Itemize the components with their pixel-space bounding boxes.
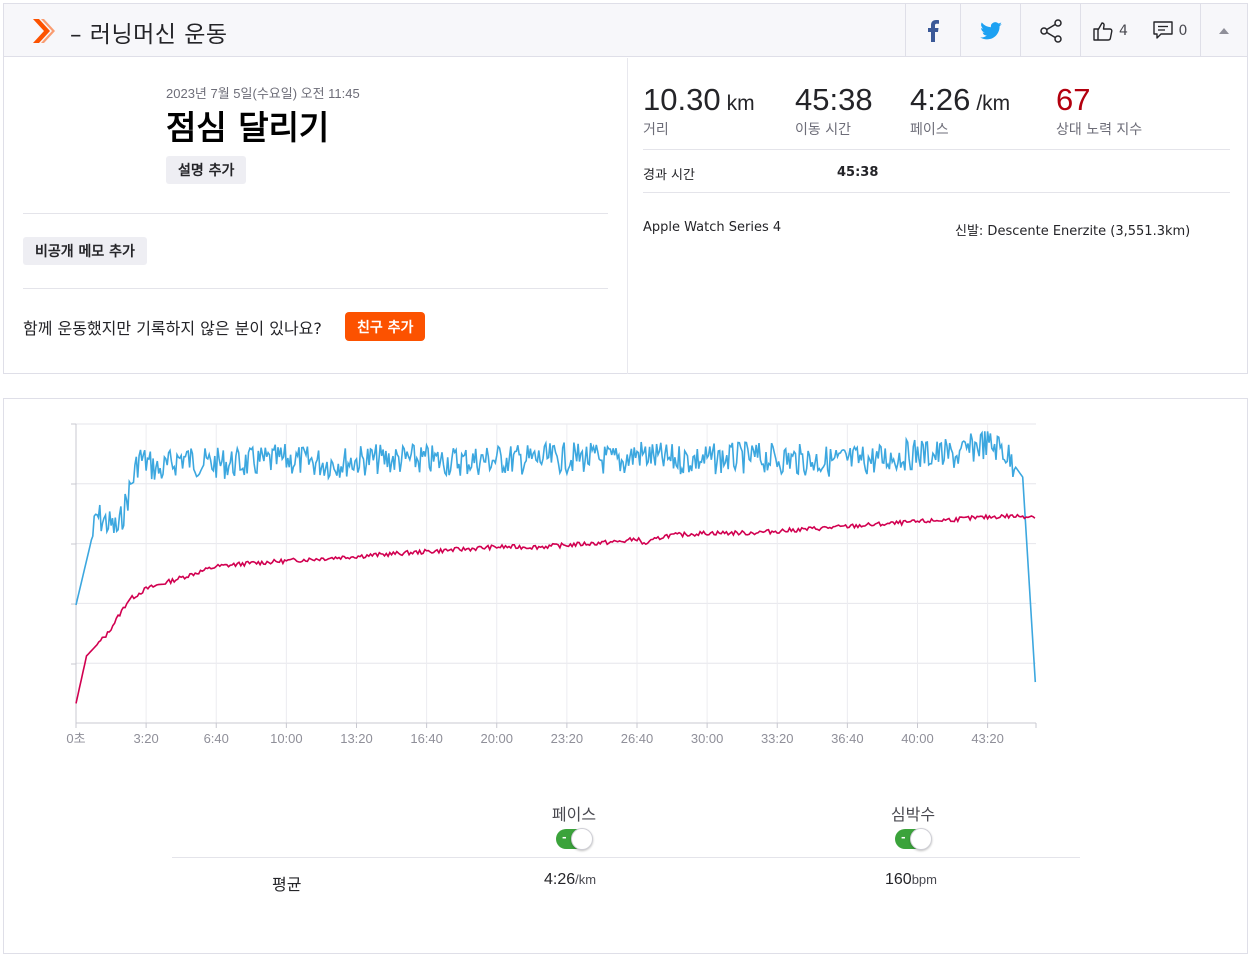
activity-name: 점심 달리기 bbox=[166, 108, 330, 147]
x-tick-label: 26:40 bbox=[621, 731, 654, 746]
x-tick-label: 43:20 bbox=[971, 731, 1004, 746]
stat-moving-time: 45:38 이동 시간 bbox=[795, 82, 873, 139]
facebook-share-button[interactable] bbox=[905, 4, 960, 57]
facebook-icon bbox=[928, 19, 939, 42]
elapsed-time-label: 경과 시간 bbox=[643, 168, 695, 183]
x-tick-label: 6:40 bbox=[204, 731, 229, 746]
heart-rate-toggle[interactable]: - bbox=[895, 828, 932, 850]
x-tick-label: 20:00 bbox=[480, 731, 513, 746]
divider bbox=[23, 288, 608, 289]
twitter-share-button[interactable] bbox=[960, 4, 1020, 57]
stat-distance: 10.30 km 거리 bbox=[643, 82, 755, 139]
average-heart-rate: 160bpm bbox=[885, 871, 937, 889]
strava-logo-icon bbox=[33, 19, 55, 43]
pace-heart-rate-chart[interactable]: 0초 3:20 6:40 10:00 13:20 16:40 20:00 23:20 26:40… bbox=[4, 399, 1247, 779]
distance-label: 거리 bbox=[643, 122, 669, 138]
device-name: Apple Watch Series 4 bbox=[643, 220, 782, 235]
activity-date: 2023년 7월 5일(수요일) 오전 11:45 bbox=[166, 86, 360, 101]
divider bbox=[172, 857, 1080, 858]
distance-value: 10.30 bbox=[643, 82, 721, 117]
analysis-chart-card: 0초 3:20 6:40 10:00 13:20 16:40 20:00 23:20 26:40… bbox=[3, 398, 1248, 954]
add-private-note-button[interactable]: 비공개 메모 추가 bbox=[23, 237, 147, 265]
average-pace-unit: /km bbox=[575, 872, 597, 887]
activity-header: – 러닝머신 운동 4 0 bbox=[4, 4, 1247, 57]
comment-icon bbox=[1152, 21, 1173, 39]
friends-question: 함께 운동했지만 기록하지 않은 분이 있나요? bbox=[23, 319, 322, 338]
column-divider bbox=[627, 58, 628, 374]
kudos-button[interactable]: 4 bbox=[1080, 4, 1140, 57]
x-tick-label: 0초 bbox=[66, 731, 85, 746]
average-pace-value: 4:26 bbox=[544, 871, 576, 888]
x-tick-label: 36:40 bbox=[831, 731, 864, 746]
comment-count: 0 bbox=[1178, 22, 1188, 39]
legend-heart-rate: 심박수 - bbox=[873, 801, 953, 850]
collapse-icon bbox=[1219, 27, 1229, 34]
x-tick-label: 16:40 bbox=[410, 731, 443, 746]
pace-series-line bbox=[75, 430, 1037, 683]
stat-relative-effort[interactable]: 67 상대 노력 지수 bbox=[1056, 82, 1142, 139]
average-label: 평균 bbox=[272, 875, 302, 894]
pace-unit: /km bbox=[976, 92, 1011, 115]
share-button[interactable] bbox=[1020, 4, 1080, 57]
page-title: – 러닝머신 운동 bbox=[70, 22, 228, 48]
kudos-count: 4 bbox=[1119, 22, 1128, 39]
thumbs-up-icon bbox=[1093, 21, 1113, 41]
activity-summary-card: – 러닝머신 운동 4 0 2023년 7월 5일(수요일) 오전 11:45 … bbox=[3, 3, 1248, 374]
x-tick-label: 3:20 bbox=[133, 731, 158, 746]
distance-unit: km bbox=[726, 92, 755, 115]
elapsed-time-value: 45:38 bbox=[837, 165, 879, 180]
add-friend-button[interactable]: 친구 추가 bbox=[345, 312, 426, 341]
average-hr-value: 160 bbox=[885, 871, 912, 888]
twitter-icon bbox=[979, 21, 1002, 39]
pace-toggle[interactable]: - bbox=[556, 828, 593, 850]
comment-button[interactable]: 0 bbox=[1140, 4, 1200, 57]
x-tick-label: 10:00 bbox=[270, 731, 303, 746]
pace-label: 페이스 bbox=[910, 122, 949, 138]
legend-pace-label: 페이스 bbox=[551, 805, 597, 824]
add-description-button[interactable]: 설명 추가 bbox=[166, 156, 247, 184]
legend-hr-label: 심박수 bbox=[890, 805, 936, 824]
shoes-info[interactable]: 신발: Descente Enerzite (3,551.3km) bbox=[955, 224, 1191, 239]
relative-effort-value: 67 bbox=[1056, 82, 1091, 117]
divider bbox=[23, 213, 608, 214]
pace-value: 4:26 bbox=[910, 82, 971, 117]
moving-time-value: 45:38 bbox=[795, 82, 873, 117]
divider bbox=[643, 192, 1230, 193]
heart-rate-series-line bbox=[75, 512, 1036, 704]
legend-pace: 페이스 - bbox=[534, 801, 614, 850]
stat-pace: 4:26/km 페이스 bbox=[910, 82, 1010, 139]
average-pace: 4:26/km bbox=[544, 871, 596, 889]
x-tick-label: 23:20 bbox=[551, 731, 584, 746]
x-tick-label: 33:20 bbox=[761, 731, 794, 746]
x-tick-label: 40:00 bbox=[901, 731, 934, 746]
share-icon bbox=[1039, 18, 1062, 43]
collapse-button[interactable] bbox=[1200, 4, 1247, 57]
divider bbox=[643, 149, 1230, 150]
x-tick-label: 30:00 bbox=[691, 731, 724, 746]
x-tick-label: 13:20 bbox=[340, 731, 373, 746]
average-hr-unit: bpm bbox=[911, 872, 937, 887]
moving-time-label: 이동 시간 bbox=[795, 122, 851, 138]
relative-effort-label: 상대 노력 지수 bbox=[1056, 122, 1143, 138]
